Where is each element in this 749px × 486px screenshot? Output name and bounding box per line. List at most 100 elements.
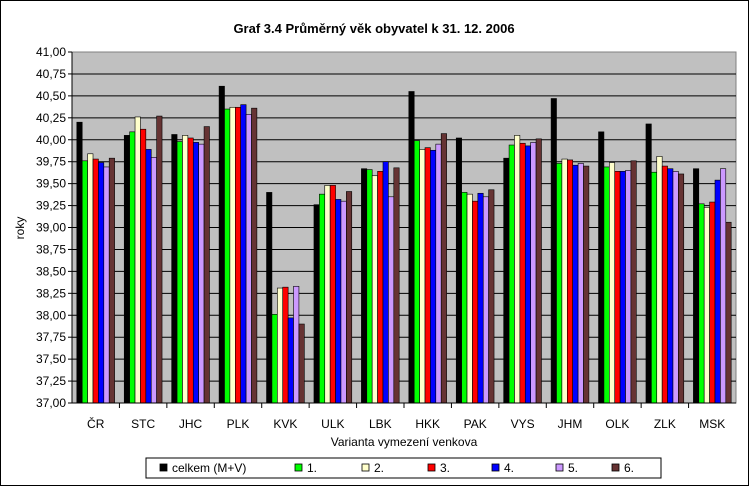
bar <box>603 166 610 404</box>
legend-box <box>145 457 662 479</box>
y-tick-label: 37,50 <box>36 352 66 366</box>
bar <box>329 185 336 404</box>
bar <box>203 126 210 404</box>
bar <box>282 286 289 404</box>
legend-swatch <box>491 463 500 472</box>
bar <box>572 164 579 404</box>
x-tick-label: JHM <box>558 417 583 431</box>
legend-label: 1. <box>307 461 317 475</box>
y-axis-label: roky <box>13 217 27 240</box>
legend-label: 6. <box>624 461 634 475</box>
y-tick-label: 37,00 <box>36 396 66 410</box>
bar <box>508 144 515 404</box>
chart-title: Graf 3.4 Průměrný věk obyvatel k 31. 12.… <box>233 21 514 36</box>
bar <box>614 171 621 404</box>
bar <box>725 221 732 404</box>
bar <box>346 191 353 404</box>
bar <box>583 165 590 404</box>
bar <box>430 149 437 404</box>
y-tick-label: 37,75 <box>36 330 66 344</box>
legend-swatch <box>611 463 620 472</box>
bar <box>266 192 273 404</box>
bar <box>287 317 294 404</box>
bar <box>319 193 326 404</box>
bar <box>76 121 83 404</box>
bar <box>371 175 378 404</box>
bar <box>524 145 531 404</box>
x-tick-label: MSK <box>699 417 725 431</box>
bar <box>672 171 679 404</box>
x-tick-label: STC <box>131 417 155 431</box>
bar <box>140 128 147 404</box>
legend-swatch <box>294 463 303 472</box>
bar <box>577 163 584 404</box>
bar <box>535 138 542 404</box>
bar <box>424 147 431 404</box>
y-tick-label: 38,75 <box>36 242 66 256</box>
bar <box>656 156 663 404</box>
bar <box>530 142 537 404</box>
x-axis-label: Varianta vymezení venkova <box>331 435 478 449</box>
y-tick-label: 39,00 <box>36 221 66 235</box>
legend-label: 4. <box>504 461 514 475</box>
y-tick-label: 39,25 <box>36 199 66 213</box>
y-tick-label: 38,50 <box>36 264 66 278</box>
x-tick-label: ZLK <box>654 417 676 431</box>
legend-label: celkem (M+V) <box>172 461 246 475</box>
x-axis-ticks: ČR STC JHC PLK KVK ULK LBK HKK PAK VYS JHM OLK ZLK MS… <box>87 403 725 431</box>
bar <box>129 131 136 404</box>
bar <box>461 192 468 404</box>
bar <box>251 107 258 404</box>
bar <box>625 170 632 404</box>
bar <box>240 104 247 404</box>
bar <box>366 169 373 404</box>
bar <box>651 171 658 404</box>
bar <box>709 201 716 404</box>
x-tick-label: HKK <box>415 417 440 431</box>
bar <box>340 200 347 404</box>
bar <box>408 91 415 404</box>
bar <box>619 171 626 404</box>
x-tick-label: OLK <box>605 417 629 431</box>
bar <box>413 140 420 404</box>
bar <box>182 135 189 404</box>
y-axis-ticks: 41,00 40,75 40,50 40,25 40,00 39,75 39,50 39,25… <box>36 45 72 410</box>
bar <box>550 98 557 404</box>
bar <box>324 185 331 404</box>
bar <box>98 162 105 404</box>
bar <box>134 116 141 404</box>
y-tick-label: 38,25 <box>36 286 66 300</box>
bar <box>645 123 652 404</box>
y-tick-label: 40,25 <box>36 111 66 125</box>
bar <box>720 168 727 404</box>
bar <box>176 141 183 404</box>
bar <box>435 143 442 404</box>
x-tick-label: KVK <box>273 417 297 431</box>
bar <box>156 115 163 404</box>
x-tick-label: LBK <box>369 417 392 431</box>
bar <box>235 106 242 404</box>
bar <box>218 85 225 404</box>
bar <box>630 160 637 404</box>
legend: celkem (M+V) 1. 2. 3. 4. 5. 6. <box>145 457 662 479</box>
bar <box>271 314 278 404</box>
legend-swatch <box>159 463 168 472</box>
bar <box>703 207 710 404</box>
bar <box>514 135 521 404</box>
bar <box>224 108 231 404</box>
bar <box>245 114 252 404</box>
bar <box>382 161 389 404</box>
x-tick-label: PAK <box>464 417 487 431</box>
bar <box>123 135 130 404</box>
bar <box>277 287 284 404</box>
bar <box>361 168 368 404</box>
bar <box>566 159 573 404</box>
y-tick-label: 39,75 <box>36 155 66 169</box>
bar <box>87 153 94 404</box>
y-tick-label: 39,50 <box>36 177 66 191</box>
bar <box>466 193 473 404</box>
x-tick-label: PLK <box>227 417 250 431</box>
x-tick-label: JHC <box>179 417 203 431</box>
legend-swatch <box>555 463 564 472</box>
